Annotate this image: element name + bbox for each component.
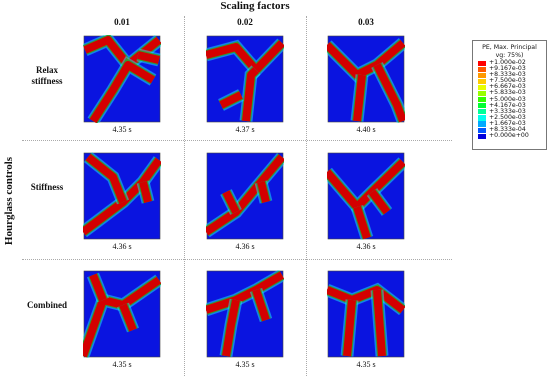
time-label: 4.40 s xyxy=(356,125,376,134)
legend-entry: +8.333e-04 xyxy=(473,126,546,134)
legend-label: +7.500e-03 xyxy=(489,77,526,85)
contour-plot xyxy=(206,152,284,240)
column-header: 0.03 xyxy=(358,17,374,27)
contour-plot xyxy=(327,270,405,358)
legend-label: +1.667e-03 xyxy=(489,119,526,127)
legend-entry: +1.000e-02 xyxy=(473,59,546,66)
legend-swatch xyxy=(478,133,486,139)
legend-swatch xyxy=(478,78,486,84)
legend-entry: +3.333e-03 xyxy=(473,107,546,115)
legend-entry: +6.667e-03 xyxy=(473,83,546,91)
legend-entry: +9.167e-03 xyxy=(473,65,546,73)
legend-entry: +7.500e-03 xyxy=(473,78,546,84)
legend-swatch xyxy=(478,90,486,97)
row-axis-label: Hourglass controls xyxy=(3,156,15,246)
time-label: 4.37 s xyxy=(235,125,255,134)
legend-subtitle: vg: 75%) xyxy=(495,52,524,59)
contour-plot xyxy=(83,270,161,358)
legend-label: +5.833e-03 xyxy=(489,89,526,97)
legend-label: +4.167e-03 xyxy=(489,101,526,109)
legend-label: +6.667e-03 xyxy=(489,83,526,91)
legend-title: PE, Max. Principal vg: 75%) xyxy=(473,44,546,60)
time-label: 4.35 s xyxy=(112,125,132,134)
contour-plot xyxy=(206,270,284,358)
column-header: 0.02 xyxy=(237,17,253,27)
separator xyxy=(22,140,452,141)
contour-plot xyxy=(327,35,405,123)
contour-plot xyxy=(206,35,284,123)
legend-label: +8.333e-03 xyxy=(489,71,526,79)
legend: PE, Max. Principal vg: 75%) +1.000e-02 +9.… xyxy=(472,40,547,150)
separator xyxy=(306,16,307,376)
legend-entry: +2.500e-03 xyxy=(473,113,546,121)
legend-label: +3.333e-03 xyxy=(489,107,526,115)
contour-plot xyxy=(83,152,161,240)
legend-swatch xyxy=(478,84,486,91)
row-label: Stiffness xyxy=(30,182,64,192)
legend-swatch xyxy=(478,97,486,103)
legend-swatch xyxy=(478,127,486,133)
legend-entry: +5.000e-03 xyxy=(473,95,546,103)
time-label: 4.35 s xyxy=(235,360,255,369)
legend-swatch xyxy=(478,109,486,115)
time-label: 4.36 s xyxy=(356,242,376,251)
legend-label: +9.167e-03 xyxy=(489,65,526,73)
separator xyxy=(184,16,185,376)
legend-swatch xyxy=(478,66,486,72)
separator xyxy=(22,259,452,260)
contour-plot xyxy=(327,152,405,240)
column-header: 0.01 xyxy=(114,17,130,27)
time-label: 4.36 s xyxy=(112,242,132,251)
legend-label: +1.000e-02 xyxy=(489,59,526,66)
legend-swatch xyxy=(478,103,486,109)
figure-title: Scaling factors xyxy=(220,0,290,12)
legend-swatch xyxy=(478,72,486,78)
legend-label: +5.000e-03 xyxy=(489,95,526,103)
contour-plot xyxy=(83,35,161,123)
legend-swatch xyxy=(478,121,486,127)
legend-entry: +4.167e-03 xyxy=(473,101,546,109)
legend-levels: +1.000e-02 +9.167e-03 +8.333e-03 +7.500e-03… xyxy=(473,59,546,139)
time-label: 4.35 s xyxy=(112,360,132,369)
legend-label: +2.500e-03 xyxy=(489,113,526,121)
time-label: 4.35 s xyxy=(356,360,376,369)
legend-entry: +8.333e-03 xyxy=(473,72,546,78)
row-label: Combined xyxy=(26,300,67,310)
legend-swatch xyxy=(478,60,486,66)
time-label: 4.36 s xyxy=(235,242,255,251)
legend-swatch xyxy=(478,115,486,121)
legend-entry: +1.667e-03 xyxy=(473,119,546,127)
legend-entry: +0.000e+00 xyxy=(473,133,546,139)
legend-title-text: PE, Max. Principal xyxy=(482,44,537,51)
legend-entry: +5.833e-03 xyxy=(473,89,546,97)
row-label: Relax stiffness xyxy=(31,65,63,86)
legend-label: +8.333e-04 xyxy=(489,126,526,134)
legend-label: +0.000e+00 xyxy=(489,132,529,140)
